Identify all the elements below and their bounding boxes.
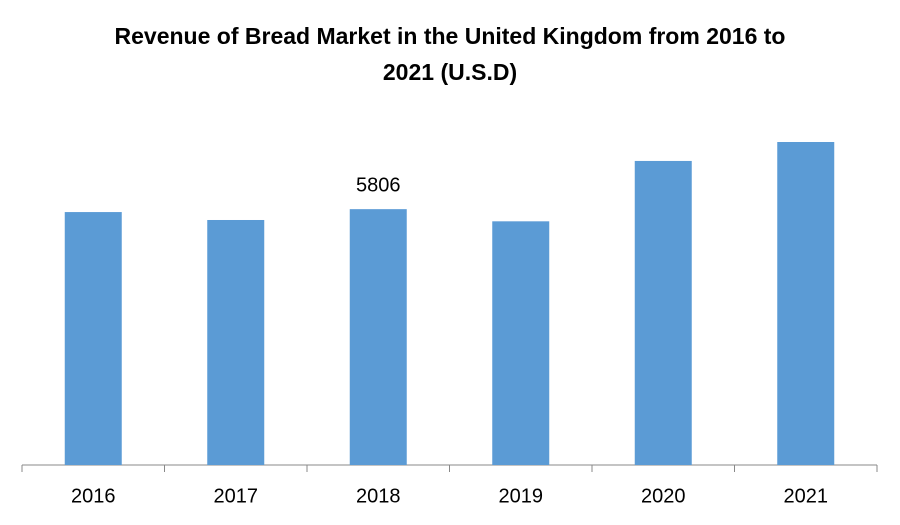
bar: [777, 142, 835, 465]
x-tick-label: 2017: [214, 485, 259, 507]
bar: [634, 160, 692, 465]
chart-title: Revenue of Bread Market in the United Ki…: [114, 23, 786, 85]
bar: [492, 221, 550, 465]
bar: [207, 219, 265, 465]
bar: [64, 212, 122, 465]
data-label: 5806: [356, 174, 401, 196]
bar: [349, 209, 407, 465]
x-tick-label: 2016: [71, 485, 116, 507]
x-tick-label: 2018: [356, 485, 401, 507]
x-tick-label: 2019: [499, 485, 544, 507]
x-tick-label: 2021: [784, 485, 829, 507]
x-tick-label: 2020: [641, 485, 686, 507]
